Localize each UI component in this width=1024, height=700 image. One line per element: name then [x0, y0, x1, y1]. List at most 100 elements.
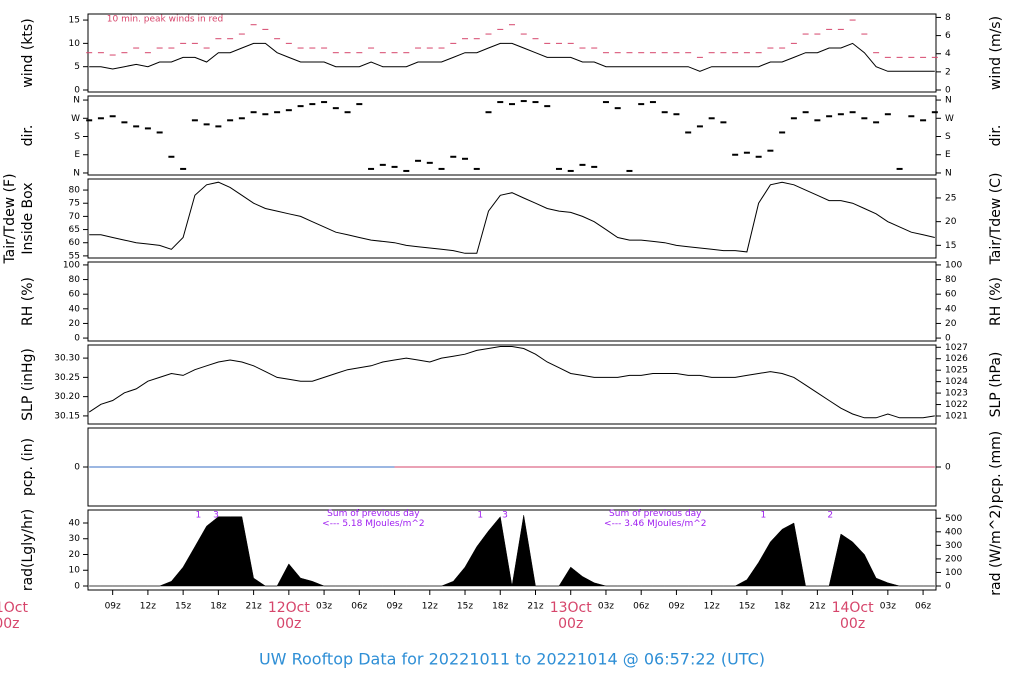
- dir-point: [332, 107, 339, 110]
- y2-tick-label: 2: [945, 67, 951, 77]
- panel-frame: [87, 261, 937, 342]
- y2-tick-label: 1027: [945, 343, 968, 353]
- y-tick-label: 65: [69, 225, 80, 235]
- y2-tick-label: 500: [945, 514, 962, 524]
- dir-point: [579, 163, 586, 166]
- y-tick-label: 0: [74, 334, 80, 344]
- y-tick-label: 15: [69, 16, 80, 26]
- y2-axis-label: SLP (hPa): [988, 352, 1004, 418]
- dir-point: [743, 151, 750, 154]
- dir-point: [826, 115, 833, 118]
- y-tick-label: 30.15: [54, 411, 80, 421]
- y2-tick-label: 1025: [945, 366, 968, 376]
- dir-point: [191, 119, 198, 122]
- dir-point: [379, 163, 386, 166]
- dir-point: [133, 125, 140, 128]
- dir-point: [215, 125, 222, 128]
- y2-tick-label: N: [945, 96, 952, 106]
- y-tick-label: 60: [69, 238, 81, 248]
- x-tick-label: 03z: [316, 602, 332, 612]
- annotation: 10 min. peak winds in red: [107, 15, 223, 25]
- y2-tick-label: 20: [945, 217, 957, 227]
- y-tick-label: 60: [69, 290, 81, 300]
- annotation: 2: [827, 511, 833, 521]
- dir-point: [908, 115, 915, 118]
- annotation: 1: [477, 511, 483, 521]
- y2-tick-label: 6: [945, 31, 951, 41]
- y-axis-label: wind (kts): [20, 18, 36, 87]
- x-tick-label: 18z: [774, 602, 790, 612]
- dir-point: [262, 113, 269, 116]
- annotation: Sum of previous day <--- 3.46 MJoules/m^…: [604, 509, 707, 530]
- dir-point: [227, 119, 234, 122]
- dir-point: [403, 169, 410, 172]
- y2-tick-label: 0: [945, 463, 951, 473]
- x-tick-label: 21z: [246, 602, 262, 612]
- dir-point: [732, 153, 739, 156]
- dir-point: [649, 101, 656, 104]
- y2-tick-label: 60: [945, 290, 957, 300]
- y-tick-label: N: [73, 168, 80, 178]
- dir-point: [391, 165, 398, 168]
- dir-point: [156, 131, 163, 134]
- dir-point: [450, 155, 457, 158]
- annotation: 1: [760, 511, 766, 521]
- y-axis-label: pcp. (in): [20, 438, 36, 496]
- y2-tick-label: 40: [945, 304, 957, 314]
- y2-axis-label: rad (W/m^2): [988, 504, 1004, 595]
- dir-point: [544, 105, 551, 108]
- y-axis-label: Inside Box: [20, 182, 36, 254]
- y2-tick-label: 400: [945, 527, 962, 537]
- y-tick-label: 80: [69, 275, 81, 285]
- y2-tick-label: 8: [945, 13, 951, 23]
- y2-axis-label: RH (%): [988, 277, 1004, 326]
- y2-tick-label: 20: [945, 319, 957, 329]
- dir-point: [426, 161, 433, 164]
- dir-point: [591, 165, 598, 168]
- x-tick-label: 06z: [915, 602, 931, 612]
- y-tick-label: 40: [69, 304, 81, 314]
- x-tick-label-major: 12Oct 00z: [267, 600, 310, 633]
- y2-tick-label: 1026: [945, 354, 968, 364]
- y-tick-label: 20: [69, 550, 81, 560]
- dir-point: [473, 167, 480, 170]
- radiation-area: [88, 515, 936, 587]
- x-tick-label-major: 14Oct 00z: [831, 600, 874, 633]
- panel-frame: [87, 178, 937, 259]
- x-tick-label: 21z: [527, 602, 543, 612]
- x-tick-label: 12z: [704, 602, 720, 612]
- dir-point: [86, 119, 93, 122]
- dir-point: [321, 101, 328, 104]
- dir-point: [638, 103, 645, 106]
- y-axis-label: RH (%): [20, 277, 36, 326]
- dir-point: [685, 131, 692, 134]
- dir-point: [109, 115, 116, 118]
- dir-point: [285, 109, 292, 112]
- dir-point: [896, 167, 903, 170]
- y-tick-label: 20: [69, 319, 81, 329]
- y2-tick-label: 0: [945, 334, 951, 344]
- dir-point: [485, 111, 492, 114]
- dir-point: [720, 121, 727, 124]
- y2-tick-label: 1022: [945, 400, 968, 410]
- panel-frame: [87, 509, 937, 591]
- x-tick-label: 15z: [175, 602, 191, 612]
- y-tick-label: S: [74, 132, 80, 142]
- dir-point: [555, 167, 562, 170]
- y2-tick-label: S: [945, 132, 951, 142]
- x-tick-label: 03z: [880, 602, 896, 612]
- series-line: [88, 346, 935, 419]
- y-axis-label: dir.: [20, 125, 36, 147]
- y2-tick-label: 0: [945, 582, 951, 592]
- y-tick-label: 5: [74, 62, 80, 72]
- y2-tick-label: 15: [945, 241, 956, 251]
- dir-point: [144, 127, 151, 130]
- dir-point: [121, 121, 128, 124]
- y-tick-label: E: [74, 150, 80, 160]
- y2-axis-label: Tair/Tdew (C): [988, 173, 1004, 266]
- y-tick-label: 10: [69, 566, 81, 576]
- y2-tick-label: E: [945, 150, 951, 160]
- x-tick-label: 09z: [668, 602, 684, 612]
